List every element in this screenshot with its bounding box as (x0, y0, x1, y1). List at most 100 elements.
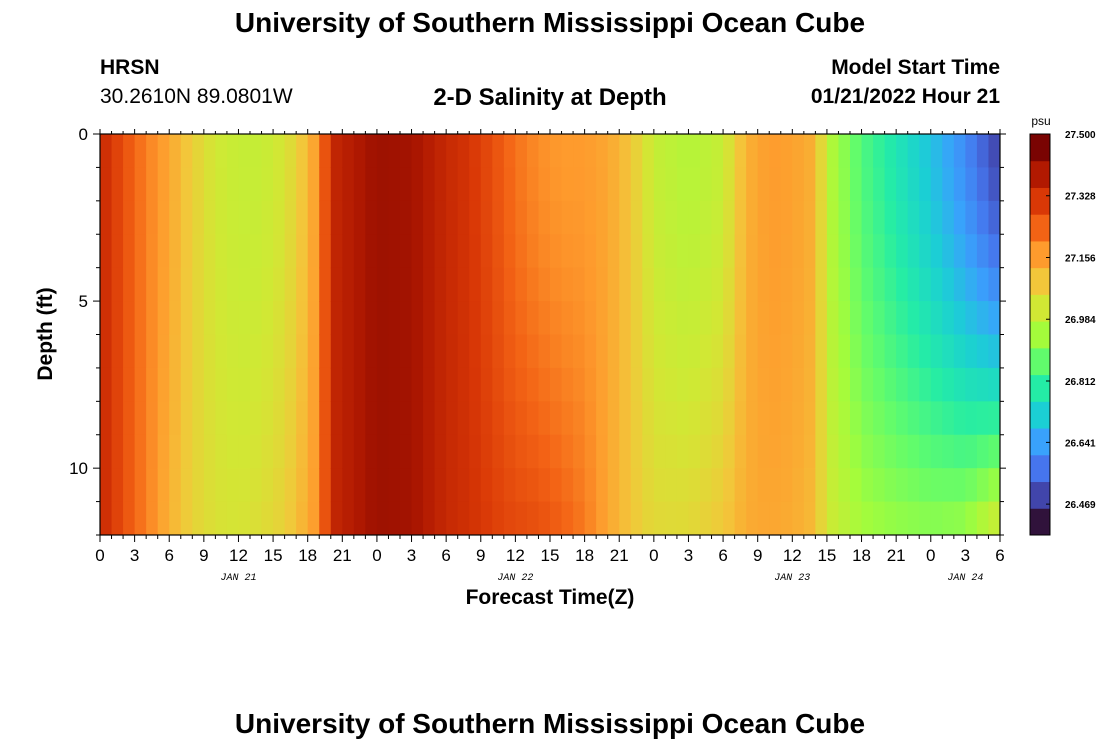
heatmap-cell (192, 134, 205, 169)
heatmap-cell (446, 334, 459, 369)
heatmap-cell (907, 401, 920, 436)
heatmap-cell (792, 401, 805, 436)
heatmap-cell (330, 234, 343, 269)
heatmap-cell (803, 200, 816, 235)
heatmap-cell (550, 334, 563, 369)
heatmap-cell (457, 434, 470, 469)
heatmap-cell (180, 367, 193, 402)
heatmap-cell (492, 334, 505, 369)
heatmap-cell (757, 301, 770, 336)
heatmap-cell (515, 167, 528, 202)
heatmap-cell (123, 200, 136, 235)
heatmap-cell (861, 401, 874, 436)
heatmap-cell (330, 401, 343, 436)
heatmap-cell (976, 367, 990, 402)
heatmap-cell (930, 134, 943, 169)
heatmap-cell (111, 234, 124, 269)
heatmap-cell (896, 134, 909, 169)
heatmap-cell (123, 468, 136, 503)
heatmap-cell (134, 401, 147, 436)
heatmap-cell (353, 234, 366, 269)
heatmap-cell (423, 501, 436, 535)
heatmap-cell (457, 367, 470, 402)
heatmap-cell (792, 134, 805, 169)
heatmap-cell (261, 468, 274, 503)
heatmap-cell (711, 367, 724, 402)
heatmap-cell (919, 501, 932, 535)
heatmap-cell (619, 234, 632, 269)
heatmap-cell (400, 434, 413, 469)
heatmap-cell (873, 200, 886, 235)
heatmap-cell (965, 267, 978, 302)
heatmap-cell (861, 134, 874, 169)
heatmap-cell (273, 401, 286, 436)
heatmap-cell (342, 301, 355, 336)
heatmap-cell (734, 234, 747, 269)
heatmap-cell (676, 267, 690, 302)
heatmap-cell (815, 200, 828, 235)
heatmap-cell (203, 334, 216, 369)
heatmap-cell (769, 167, 782, 202)
heatmap-cell (342, 367, 355, 402)
heatmap-cell (907, 501, 920, 535)
heatmap-cell (838, 434, 851, 469)
heatmap-cell (123, 134, 136, 169)
heatmap-cell (192, 401, 205, 436)
heatmap-cell (226, 134, 240, 169)
heatmap-cell (330, 468, 343, 503)
heatmap-cell (838, 401, 851, 436)
heatmap-cell (573, 267, 586, 302)
heatmap-cell (676, 200, 690, 235)
heatmap-cell (400, 334, 413, 369)
heatmap-cell (873, 367, 886, 402)
heatmap-cell (723, 267, 736, 302)
heatmap-cell (734, 401, 747, 436)
heatmap-cell (250, 200, 263, 235)
heatmap-cell (757, 234, 770, 269)
heatmap-cell (434, 267, 447, 302)
heatmap-cell (342, 468, 355, 503)
heatmap-cell (607, 200, 620, 235)
x-tick-label: 12 (506, 546, 525, 565)
heatmap-cell (550, 367, 563, 402)
heatmap-cell (273, 334, 286, 369)
heatmap-cell (884, 468, 897, 503)
heatmap-cell (238, 468, 251, 503)
heatmap-cell (780, 334, 793, 369)
colorbar-swatch (1030, 401, 1050, 429)
heatmap-cell (180, 334, 193, 369)
heatmap-cell (596, 468, 609, 503)
heatmap-cell (446, 234, 459, 269)
heatmap-cell (469, 234, 482, 269)
heatmap-cell (688, 234, 701, 269)
heatmap-cell (238, 501, 251, 535)
model-start-value: 01/21/2022 Hour 21 (810, 85, 1000, 108)
heatmap-cell (769, 134, 782, 169)
heatmap-cell (815, 401, 828, 436)
colorbar-swatch (1030, 214, 1050, 242)
heatmap-cell (353, 167, 366, 202)
heatmap-cell (319, 434, 332, 469)
heatmap-cell (769, 501, 782, 535)
station-id: HRSN (100, 56, 160, 79)
heatmap-cell (723, 367, 736, 402)
heatmap-cell (942, 134, 955, 169)
heatmap-cell (596, 367, 609, 402)
heatmap-cell (976, 501, 990, 535)
x-tick-label: 9 (476, 546, 485, 565)
heatmap-cell (169, 468, 182, 503)
heatmap-cell (296, 367, 309, 402)
heatmap-cell (896, 501, 909, 535)
heatmap-cell (884, 134, 897, 169)
heatmap-cell (388, 301, 401, 336)
heatmap-cell (238, 367, 251, 402)
heatmap-cell (319, 468, 332, 503)
heatmap-cell (273, 301, 286, 336)
heatmap-cell (780, 434, 793, 469)
heatmap-cell (907, 200, 920, 235)
heatmap-cell (942, 234, 955, 269)
heatmap-cell (157, 234, 170, 269)
heatmap-cell (296, 267, 309, 302)
heatmap-cell (688, 401, 701, 436)
heatmap-cell (988, 367, 1000, 402)
